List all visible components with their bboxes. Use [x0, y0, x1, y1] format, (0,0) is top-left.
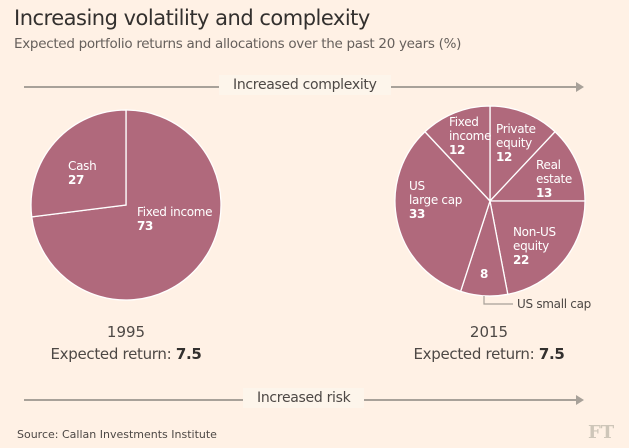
expected-return-value: 7.5	[175, 345, 202, 363]
expected-return-value: 7.5	[538, 345, 565, 363]
pie-slice-real-estate	[488, 130, 586, 202]
slice-value: 12	[449, 143, 465, 157]
arrow-head-icon	[576, 395, 584, 405]
slice-label-us-large-cap: US large cap 33	[409, 179, 462, 221]
expected-return-1995: Expected return: 7.5	[6, 345, 246, 363]
year-2015: 2015	[469, 323, 509, 341]
ft-logo: FT	[588, 422, 615, 443]
us-small-cap-callout: US small cap	[517, 297, 591, 311]
slice-value: 27	[68, 173, 84, 187]
chart-title: Increasing volatility and complexity	[14, 6, 370, 30]
slice-label-non-us-equity: Non-US equity 22	[513, 225, 556, 267]
source-note: Source: Callan Investments Institute	[17, 428, 217, 441]
slice-label-real-estate: Real estate 13	[536, 158, 572, 200]
pie-1995: Fixed income 73 Cash 27	[30, 109, 222, 301]
us-small-cap-leader-line	[483, 296, 513, 305]
expected-return-label: Expected return:	[413, 345, 539, 363]
slice-value: 13	[536, 186, 552, 200]
slice-label-fixed-income: Fixed income 12	[449, 115, 491, 157]
slice-label-fixed-income: Fixed income 73	[137, 205, 212, 233]
risk-arrow-label: Increased risk	[243, 388, 365, 408]
slice-value: 22	[513, 253, 529, 267]
year-1995: 1995	[106, 323, 146, 341]
expected-return-2015: Expected return: 7.5	[369, 345, 609, 363]
slice-label-cash: Cash 27	[68, 159, 96, 187]
chart-subtitle: Expected portfolio returns and allocatio…	[14, 36, 462, 52]
pie-slice-cash	[30, 109, 127, 218]
arrow-head-icon	[576, 82, 584, 92]
slice-value: 8	[480, 267, 488, 281]
pie-slice-non-us-equity	[489, 200, 586, 296]
pie-slice-us-large-cap	[394, 130, 491, 293]
slice-label-us-small-cap: 8	[480, 267, 488, 281]
slice-value: 12	[496, 150, 512, 164]
complexity-arrow-label: Increased complexity	[219, 75, 391, 95]
pie-slice-fixed-income	[424, 105, 491, 203]
slice-label-private-equity: Private equity 12	[496, 122, 536, 164]
expected-return-label: Expected return:	[50, 345, 176, 363]
slice-value: 33	[409, 207, 425, 221]
pie-slice-private-equity	[489, 105, 556, 203]
slice-value: 73	[137, 219, 153, 233]
